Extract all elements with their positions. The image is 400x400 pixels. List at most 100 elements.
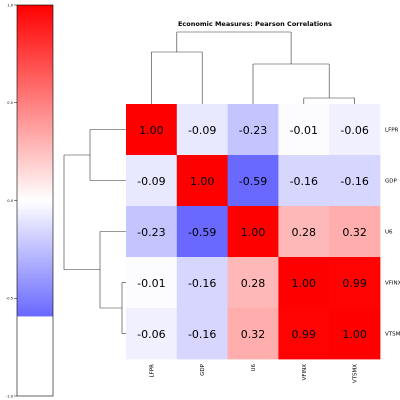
colorbar-gradient-segment	[17, 245, 53, 249]
colorbar-gradient-segment	[17, 220, 53, 224]
column-label-GDP: GDP	[200, 363, 206, 375]
row-label-GDP: GDP	[385, 179, 397, 185]
colorbar-gradient-segment	[17, 168, 53, 171]
cell-value-label: 1.00	[342, 328, 367, 341]
heatmap-cell-U6-VTSMX	[329, 206, 381, 258]
colorbar-gradient-segment	[17, 88, 53, 92]
colorbar-gradient-segment	[17, 175, 53, 179]
colorbar-gradient-segment	[17, 216, 53, 220]
colorbar-gradient-segment	[17, 76, 53, 80]
colorbar-gradient-segment	[17, 123, 53, 127]
colorbar-gradient-segment	[17, 102, 53, 105]
colorbar-gradient-segment	[17, 189, 53, 193]
colorbar-gradient-segment	[17, 253, 53, 257]
column-label-U6: U6	[251, 364, 257, 372]
cell-value-label: -0.09	[188, 124, 216, 137]
colorbar-gradient-segment	[17, 300, 53, 303]
colorbar-gradient-segment	[17, 148, 53, 152]
colorbar-gradient-segment	[17, 286, 53, 290]
colorbar-gradient-segment	[17, 34, 53, 37]
colorbar-gradient-segment	[17, 212, 53, 216]
colorbar-gradient-segment	[17, 6, 53, 10]
cell-value-label: -0.59	[188, 226, 216, 239]
colorbar-gradient-segment	[17, 152, 53, 156]
heatmap-grid: 1.00 -0.09 -0.23 -0.01 -0.06 -0.09 1.00 -0.59 -0…	[126, 104, 381, 360]
colorbar-gradient-segment	[17, 232, 53, 235]
heatmap-cell-GDP-U6	[227, 155, 279, 207]
colorbar-gradient-segment	[17, 16, 53, 20]
colorbar-gradient-segment	[17, 193, 53, 196]
colorbar-gradient-segment	[17, 183, 53, 187]
colorbar-gradient-segment	[17, 228, 53, 231]
colorbar-gradient-segment	[17, 191, 53, 195]
colorbar-gradient-segment	[17, 72, 53, 76]
colorbar-gradient-segment	[17, 197, 53, 200]
colorbar-gradient-segment	[17, 129, 53, 132]
row-label-U6: U6	[385, 230, 393, 236]
colorbar-gradient-segment	[17, 242, 53, 245]
row-dendrogram	[63, 129, 126, 334]
colorbar-gradient-segment	[17, 24, 53, 27]
colorbar-gradient-segment	[17, 234, 53, 237]
colorbar-gradient-segment	[17, 39, 53, 43]
column-label-VFINX: VFINX	[302, 364, 308, 381]
colorbar-gradient-segment	[17, 275, 53, 278]
cell-value-label: -0.23	[137, 226, 165, 239]
heatmap-cell-LFPR-U6	[227, 104, 279, 156]
cell-value-label: -0.16	[340, 175, 368, 188]
colorbar-gradient-segment	[17, 36, 53, 39]
colorbar-gradient-segment	[17, 164, 53, 167]
colorbar-gradient-segment	[17, 294, 53, 298]
colorbar-gradient-segment	[17, 74, 53, 78]
cell-value-label: 0.28	[241, 277, 266, 290]
heatmap-cell-LFPR-VFINX	[278, 104, 330, 156]
colorbar-gradient-segment	[17, 10, 53, 14]
colorbar-gradient-segment	[17, 177, 53, 181]
colorbar-gradient-segment	[17, 160, 53, 163]
colorbar-gradient-segment	[17, 38, 53, 41]
colorbar-gradient-segment	[17, 203, 53, 206]
heatmap-cell-LFPR-VTSMX	[329, 104, 381, 156]
colorbar-gradient-segment	[17, 273, 53, 276]
colorbar-gradient-segment	[17, 90, 53, 94]
colorbar-gradient-segment	[17, 265, 53, 268]
colorbar-gradient-segment	[17, 61, 53, 64]
colorbar: 1.0 0.5 0.0 -0.5 -1.0	[6, 3, 54, 398]
colorbar-gradient-segment	[17, 140, 53, 144]
colorbar-gradient-segment	[17, 96, 53, 99]
cell-value-label: 0.99	[292, 328, 317, 341]
colorbar-gradient-segment	[17, 86, 53, 90]
colorbar-gradient-segment	[17, 230, 53, 233]
colorbar-gradient-segment	[17, 98, 53, 101]
heatmap-cell-GDP-VFINX	[278, 155, 330, 207]
cell-value-label: 1.00	[139, 124, 164, 137]
colorbar-gradient-segment	[17, 187, 53, 191]
colorbar-gradient-segment	[17, 111, 53, 115]
row-label-VTSMX: VTSMX	[385, 332, 400, 338]
colorbar-gradient-segment	[17, 257, 53, 261]
colorbar-gradient-segment	[17, 146, 53, 150]
colorbar-gradient-segment	[17, 78, 53, 82]
colorbar-gradient-segment	[17, 26, 53, 29]
cell-value-label: -0.16	[290, 175, 318, 188]
heatmap-cell-LFPR-LFPR	[126, 104, 178, 156]
column-label-LFPR: LFPR	[149, 364, 155, 378]
heatmap-cell-GDP-VTSMX	[329, 155, 381, 207]
colorbar-gradient-segment	[17, 261, 53, 264]
cell-value-label: -0.23	[239, 124, 267, 137]
colorbar-gradient-segment	[17, 259, 53, 263]
colorbar-gradient-segment	[17, 251, 53, 255]
colorbar-gradient-segment	[17, 57, 53, 60]
cell-value-label: -0.16	[188, 328, 216, 341]
cell-value-label: 1.00	[241, 226, 266, 239]
colorbar-gradient-segment	[17, 162, 53, 165]
colorbar-tick-label: 1.0	[7, 3, 13, 7]
colorbar-gradient-segment	[17, 12, 53, 16]
colorbar-gradient-segment	[17, 82, 53, 86]
colorbar-gradient-segment	[17, 199, 53, 202]
cell-value-label: 1.00	[292, 277, 317, 290]
cell-value-label: 1.00	[190, 175, 215, 188]
colorbar-gradient-segment	[17, 170, 53, 173]
colorbar-gradient-segment	[17, 49, 53, 53]
